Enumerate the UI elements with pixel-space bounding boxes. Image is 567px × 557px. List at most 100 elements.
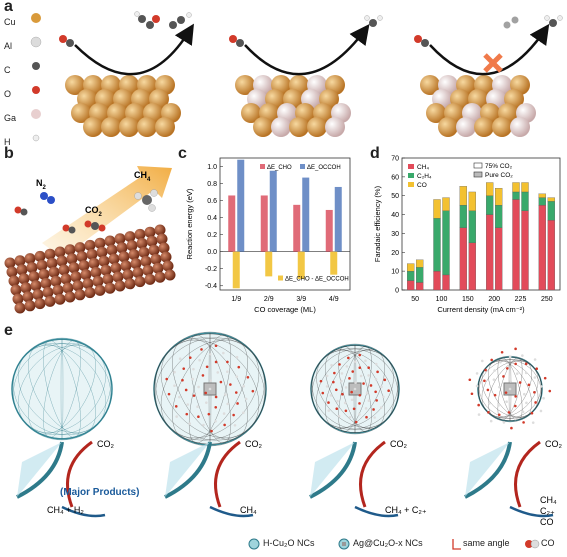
legend-label: C₂H₄: [417, 173, 432, 180]
al-atom: [30, 36, 42, 48]
panel-b-illustration: N2 CO2 CH4: [4, 166, 176, 314]
legend-h-cu2o: H-Cu₂O NCs: [263, 538, 315, 548]
bar-75-segment: [538, 197, 546, 206]
co-dot: [181, 378, 184, 382]
co-dot: [509, 380, 512, 383]
co-dot: [374, 362, 378, 366]
bar-cho: [325, 209, 333, 252]
bar-pure-segment: [495, 204, 503, 228]
product-label: CH₄: [240, 505, 257, 515]
co-dot: [182, 367, 186, 370]
co-dot: [477, 403, 480, 407]
y-tick-label: 30: [391, 231, 399, 238]
co-dot: [364, 407, 368, 410]
legend-co: CO: [541, 538, 555, 548]
panel-e-legend: H-Cu₂O NCs Ag@Cu₂O-x NCs same angle CO: [245, 538, 565, 552]
co-dot: [214, 360, 218, 364]
y-tick-label: 10: [391, 269, 399, 276]
co-dot: [352, 407, 356, 411]
co-dot: [508, 387, 512, 391]
co-dot: [348, 415, 352, 419]
legend-label-occoh: ΔE_OCCOH: [307, 165, 341, 171]
legend-item-ga: Ga: [4, 113, 17, 123]
co2-label: CO2: [85, 205, 103, 218]
co-dot: [493, 369, 496, 372]
product-arrow: [509, 505, 554, 518]
n2-molecule: [40, 192, 55, 204]
co-dot: [506, 367, 509, 370]
slab-atom: [325, 117, 345, 137]
o-atom: [32, 86, 40, 94]
co-dot: [530, 411, 534, 415]
co-dot: [539, 385, 543, 388]
co-dot: [498, 385, 501, 389]
product-arrow: [61, 505, 106, 518]
bar-75-segment: [512, 199, 520, 291]
ch4-product-2: [364, 15, 383, 27]
bar-75-segment: [407, 270, 415, 281]
x-tick-label: 1/9: [231, 296, 241, 303]
co-dot: [488, 402, 491, 405]
co2-arc: [514, 440, 541, 508]
slab-1: [65, 75, 181, 137]
co-dot: [174, 405, 178, 408]
slab-atom: [160, 251, 172, 263]
slab-atom: [92, 275, 104, 287]
co-dot: [209, 379, 213, 383]
co-dot: [175, 415, 178, 418]
chart-c: 1.0 0.8 0.6 0.4 0.2 0.0 -0.2 -0.4 1/9 2/9 3/9 4/9 CO…: [185, 157, 351, 314]
slab-atom: [66, 253, 78, 265]
slab-atom: [74, 289, 86, 301]
co-dot: [197, 415, 200, 419]
nanocage-2: [153, 331, 267, 447]
bar-occoh: [334, 186, 342, 252]
slab-atom: [14, 302, 26, 314]
co-dot: [358, 413, 361, 416]
co-dot: [196, 405, 199, 409]
co-dot: [242, 384, 245, 388]
co-dot: [332, 380, 335, 384]
c2-product-1: [134, 11, 160, 29]
slab-atom: [82, 278, 94, 290]
co-dot: [502, 421, 506, 424]
co-dot: [347, 356, 350, 360]
x-tick-label: 100: [436, 296, 448, 303]
co-dot: [358, 353, 362, 357]
nanocage-4: [468, 347, 552, 430]
co-dot: [504, 391, 508, 394]
legend-label: CH₄: [417, 164, 429, 171]
y-tick-label: 40: [391, 212, 399, 219]
co-molecule-1: [59, 35, 74, 47]
co-dot: [548, 389, 552, 393]
slab-atom: [307, 117, 327, 137]
slab-atom: [104, 282, 116, 294]
bar-pure-segment: [442, 210, 450, 276]
c2-product-2: [169, 12, 192, 29]
slab-atom: [142, 264, 154, 276]
co-dot: [325, 385, 329, 388]
slab-atom: [155, 117, 175, 137]
panel-label-d: d: [370, 145, 380, 162]
bar-75-segment: [486, 214, 494, 291]
co-dot: [192, 394, 196, 397]
co-dot: [335, 407, 339, 411]
co-dot: [198, 358, 201, 362]
slab-atom: [122, 269, 134, 281]
x-tick-label: 250: [541, 296, 553, 303]
slab-atom: [438, 117, 458, 137]
co-dot: [489, 419, 493, 423]
co-dot: [490, 358, 493, 362]
h-atom: [32, 134, 40, 142]
bar-diff: [330, 251, 338, 275]
co2-arc: [66, 440, 93, 508]
ch4-molecule: [134, 189, 158, 212]
co-dot: [334, 388, 338, 392]
co-dot: [362, 382, 365, 385]
legend-swatch: [408, 182, 414, 187]
co-dot: [353, 387, 357, 391]
co-dot: [210, 429, 213, 433]
slab-atom: [271, 117, 291, 137]
bar-pure-segment: [416, 267, 424, 283]
legend-label: CO: [417, 182, 427, 189]
